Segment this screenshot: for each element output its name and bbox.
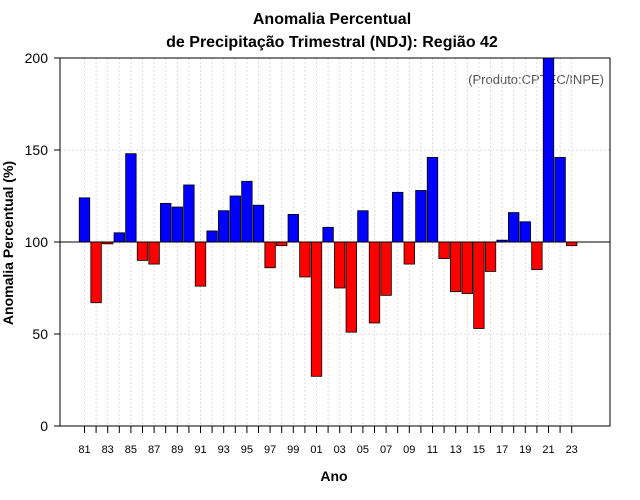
x-tick-label: 09 [403, 444, 415, 456]
y-tick-label: 50 [32, 326, 48, 342]
x-tick-label: 81 [78, 444, 90, 456]
bar-22 [554, 156, 566, 243]
chart-title-line-1: Anomalia Percentual [253, 11, 411, 28]
x-tick-label: 85 [125, 444, 137, 456]
bar-23 [566, 241, 578, 247]
bar-91 [194, 241, 207, 287]
bar-87 [148, 241, 160, 265]
bar-01 [310, 241, 323, 377]
x-tick-label: 11 [427, 444, 438, 456]
x-tick-label: 19 [519, 444, 531, 456]
bar-88 [160, 202, 172, 243]
bar-99 [287, 213, 299, 243]
bar-13 [450, 241, 462, 293]
x-tick-label: 03 [334, 444, 346, 456]
bar-04 [345, 241, 357, 333]
bar-02 [322, 226, 334, 243]
bar-09 [403, 241, 415, 265]
x-tick-label: 01 [310, 444, 322, 456]
bar-90 [183, 184, 195, 243]
bar-11 [426, 156, 439, 243]
x-axis-label: Ano [320, 468, 347, 484]
x-tick-label: 05 [357, 444, 369, 456]
bar-89 [171, 206, 183, 243]
bar-03 [334, 241, 346, 289]
bar-84 [113, 232, 125, 243]
bar-21 [542, 57, 555, 243]
bar-85 [125, 153, 137, 243]
bar-05 [357, 210, 369, 243]
x-tick-label: 89 [171, 444, 183, 456]
bar-82 [90, 241, 102, 304]
x-tick-label: 97 [264, 444, 276, 456]
bar-98 [276, 241, 288, 247]
bar-95 [241, 180, 253, 243]
x-tick-label: 87 [148, 444, 160, 456]
chart-title-line-2: de Precipitação Trimestral (NDJ): Região… [166, 34, 498, 51]
x-tick-label: 93 [218, 444, 230, 456]
x-tick-label: 21 [542, 444, 554, 456]
axes: 0 50 100 150 200 81 83 85 87 89 91 93 95 97 99 01 03 05 07… [25, 50, 611, 456]
y-tick-label: 0 [40, 418, 48, 434]
bar-00 [299, 241, 311, 278]
y-tick-label: 100 [25, 234, 49, 250]
bars [78, 57, 578, 377]
x-tick-label: 99 [287, 444, 299, 456]
bar-93 [218, 210, 230, 243]
bar-18 [508, 212, 520, 243]
x-tick-label: 91 [194, 444, 206, 456]
x-tick-label: 13 [450, 444, 462, 456]
bar-06 [368, 241, 381, 324]
bar-07 [380, 241, 392, 296]
bar-08 [392, 191, 404, 243]
x-tick-label: 95 [241, 444, 253, 456]
bar-81 [78, 197, 91, 243]
y-tick-label: 150 [25, 142, 49, 158]
bar-97 [264, 241, 276, 269]
bar-86 [136, 241, 149, 261]
bar-15 [473, 241, 485, 329]
x-tick-label: 23 [566, 444, 578, 456]
bar-96 [252, 204, 265, 243]
bar-94 [229, 195, 241, 243]
chart-credit: (Produto:CPTEC/INPE) [468, 72, 604, 87]
bar-10 [415, 190, 427, 243]
x-tick-label: 17 [496, 444, 508, 456]
bar-19 [519, 221, 531, 243]
x-tick-label: 15 [473, 444, 485, 456]
x-tick-label: 07 [380, 444, 392, 456]
bar-12 [438, 241, 450, 259]
bar-16 [484, 241, 497, 272]
bar-92 [206, 230, 218, 243]
bar-14 [461, 241, 473, 294]
bar-20 [531, 241, 543, 271]
y-axis-label: Anomalia Percentual (%) [0, 161, 16, 325]
x-tick-label: 83 [102, 444, 114, 456]
y-tick-label: 200 [25, 50, 49, 66]
